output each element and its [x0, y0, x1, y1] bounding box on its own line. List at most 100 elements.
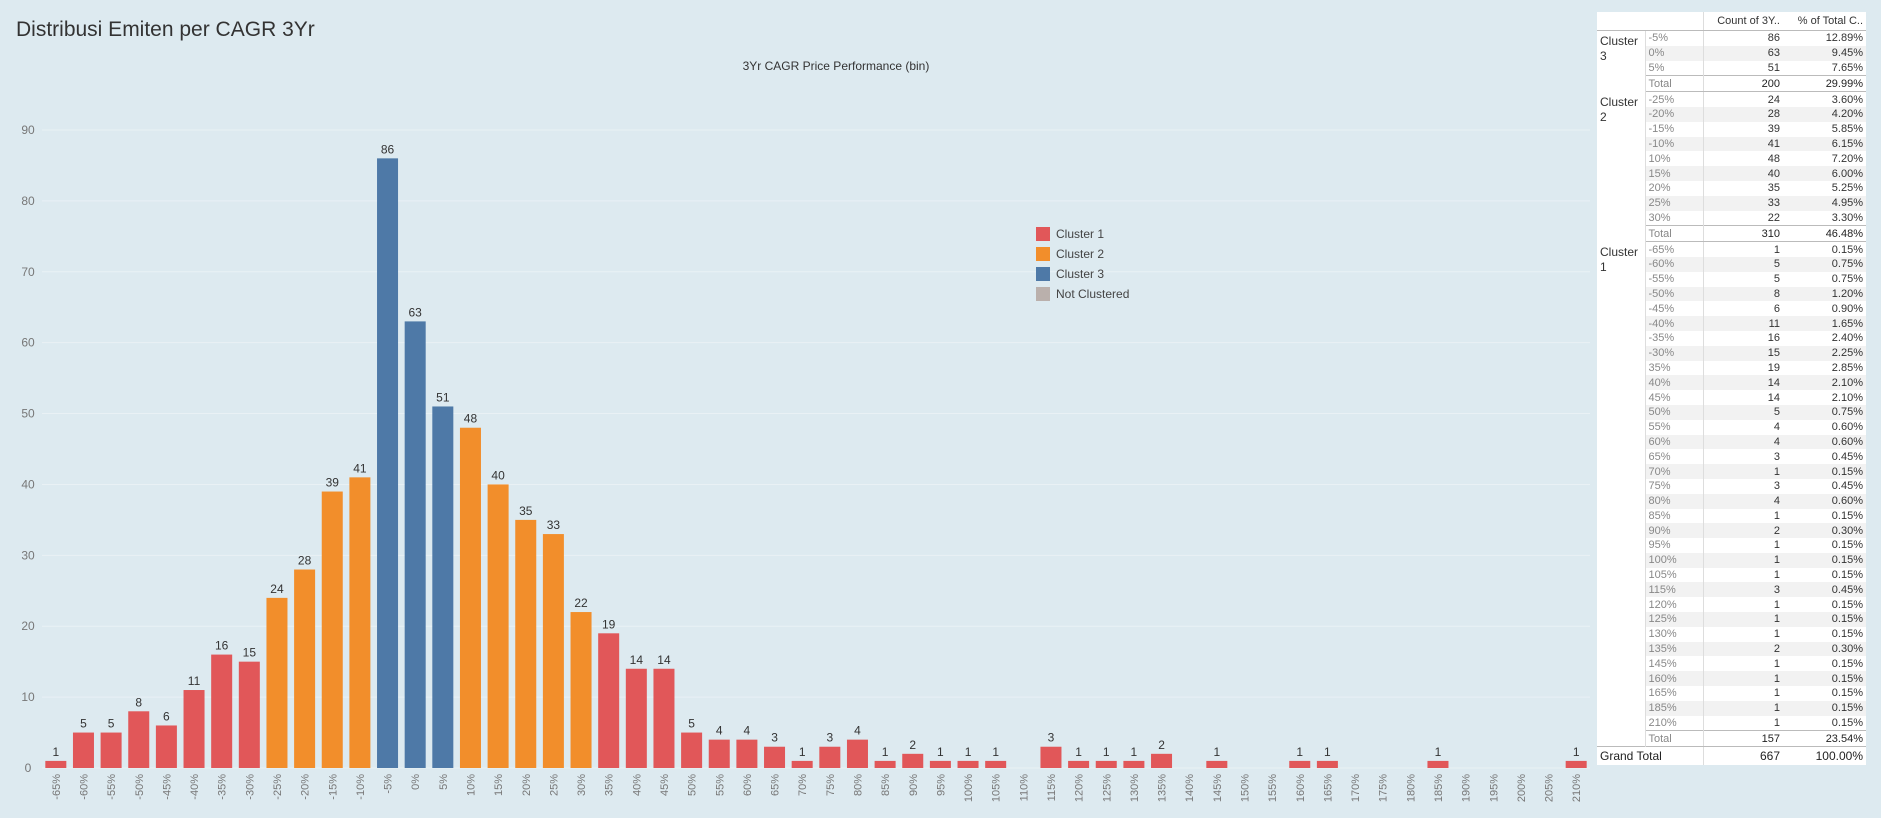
- bar-value-label: 86: [381, 142, 395, 156]
- table-row: 70% 1 0.15%: [1597, 464, 1866, 479]
- legend-item[interactable]: Cluster 2: [1036, 244, 1129, 264]
- legend-item[interactable]: Cluster 1: [1036, 224, 1129, 244]
- x-tick-label: 205%: [1544, 774, 1556, 802]
- x-tick-label: -60%: [78, 774, 90, 800]
- count-cell: 5: [1702, 256, 1783, 272]
- table-row: 45% 14 2.10%: [1597, 390, 1866, 405]
- percent-cell: 0.15%: [1783, 464, 1866, 479]
- count-cell: 16: [1702, 330, 1783, 346]
- count-cell: 28: [1702, 106, 1783, 122]
- bar-value-label: 1: [1296, 745, 1303, 759]
- bin-label: 135%: [1645, 641, 1703, 657]
- bar-value-label: 22: [574, 596, 588, 610]
- bin-label: -45%: [1648, 302, 1675, 315]
- bar: [1040, 746, 1062, 768]
- bin-label: 40%: [1645, 375, 1703, 391]
- table-row: 25% 33 4.95%: [1597, 195, 1866, 211]
- summary-table: Count of 3Y.. % of Total C.. Cluster 3 -5…: [1597, 12, 1866, 766]
- count-cell: 5: [1702, 271, 1783, 287]
- table-row: 80% 4 0.60%: [1597, 493, 1866, 509]
- x-tick-label: 170%: [1350, 774, 1362, 802]
- percent-cell: 0.75%: [1783, 404, 1866, 420]
- percent-cell: 0.60%: [1783, 434, 1866, 450]
- table-row: 100% 1 0.15%: [1597, 552, 1866, 568]
- x-tick-label: 175%: [1378, 774, 1390, 802]
- percent-cell: 2.10%: [1783, 375, 1866, 391]
- y-tick-label: 0: [25, 761, 32, 775]
- percent-column-header[interactable]: % of Total C..: [1783, 12, 1866, 31]
- x-tick-label: -25%: [272, 774, 284, 800]
- percent-cell: 0.60%: [1783, 493, 1866, 509]
- count-column-header[interactable]: Count of 3Y..: [1702, 12, 1783, 31]
- bar: [404, 321, 426, 768]
- table-row: -40% 11 1.65%: [1597, 316, 1866, 331]
- count-cell: 14: [1702, 375, 1783, 391]
- x-tick-label: 210%: [1571, 774, 1583, 802]
- bin-label: 55%: [1648, 421, 1671, 434]
- x-tick-label: 135%: [1157, 774, 1169, 802]
- table-row: 125% 1 0.15%: [1597, 612, 1866, 627]
- x-tick-label: 90%: [908, 774, 920, 796]
- bin-label: 10%: [1648, 152, 1671, 165]
- percent-cell: 5.85%: [1831, 123, 1863, 136]
- bar-value-label: 15: [243, 646, 257, 660]
- percent-cell: 3.30%: [1831, 211, 1863, 224]
- percent-cell: 2.10%: [1831, 391, 1863, 404]
- count-cell: 2: [1702, 523, 1783, 539]
- bar-value-label: 1: [937, 745, 944, 759]
- count-cell: 11: [1702, 316, 1783, 331]
- grand-total-count: 667: [1702, 746, 1783, 766]
- bin-label: 105%: [1648, 569, 1677, 582]
- bar-value-label: 2: [1158, 738, 1165, 752]
- bar-value-label: 1: [1131, 745, 1138, 759]
- summary-table-panel: Count of 3Y.. % of Total C.. Cluster 3 -5…: [1597, 12, 1866, 766]
- bar-value-label: 1: [1324, 745, 1331, 759]
- y-tick-label: 50: [21, 407, 35, 421]
- y-tick-label: 70: [21, 265, 35, 279]
- x-tick-label: 75%: [825, 774, 837, 796]
- percent-cell: 7.65%: [1831, 61, 1863, 74]
- bar-value-label: 28: [298, 554, 312, 568]
- bar: [570, 612, 592, 768]
- table-row: 90% 2 0.30%: [1597, 523, 1866, 539]
- count-cell: 1: [1702, 552, 1783, 568]
- count-cell: 5: [1702, 404, 1783, 420]
- x-tick-label: 105%: [991, 774, 1003, 802]
- table-row: 145% 1 0.15%: [1597, 656, 1866, 672]
- x-tick-label: 30%: [576, 774, 588, 796]
- total-label: Total: [1645, 730, 1703, 748]
- count-cell: 1: [1702, 538, 1783, 553]
- bin-label: 125%: [1645, 612, 1703, 627]
- bar-value-label: 1: [1103, 745, 1110, 759]
- count-cell: 6: [1702, 301, 1783, 317]
- x-tick-label: 115%: [1046, 774, 1058, 802]
- percent-cell: 2.25%: [1783, 345, 1866, 361]
- bar: [1289, 760, 1311, 768]
- table-row: 135% 2 0.30%: [1597, 641, 1866, 657]
- bar-value-label: 40: [491, 468, 505, 482]
- table-row: 60% 4 0.60%: [1597, 434, 1866, 450]
- table-row: 15% 40 6.00%: [1597, 166, 1866, 181]
- bar-value-label: 48: [464, 412, 478, 426]
- cluster-label: Cluster 1: [1597, 241, 1646, 747]
- legend-item[interactable]: Not Clustered: [1036, 284, 1129, 304]
- grand-total-row: Grand Total 667 100.00%: [1597, 746, 1866, 766]
- percent-cell: 5.25%: [1831, 182, 1863, 195]
- legend-label: Cluster 3: [1056, 267, 1105, 281]
- bar-value-label: 8: [135, 695, 142, 709]
- bar: [128, 711, 150, 768]
- table-row: -45% 6 0.90%: [1597, 301, 1866, 317]
- bar-value-label: 14: [657, 653, 671, 667]
- x-tick-label: 5%: [438, 774, 450, 790]
- count-cell: 1: [1702, 700, 1783, 716]
- bar: [1095, 760, 1117, 768]
- bin-label: 60%: [1645, 434, 1703, 450]
- cluster-label: Cluster 3: [1597, 30, 1646, 92]
- legend-label: Cluster 2: [1056, 247, 1105, 261]
- count-cell: 1: [1702, 508, 1783, 524]
- legend-item[interactable]: Cluster 3: [1036, 264, 1129, 284]
- grand-total-percent: 100.00%: [1783, 746, 1866, 766]
- bar-value-label: 41: [353, 461, 367, 475]
- bin-label: -60%: [1645, 256, 1703, 272]
- bar: [929, 760, 951, 768]
